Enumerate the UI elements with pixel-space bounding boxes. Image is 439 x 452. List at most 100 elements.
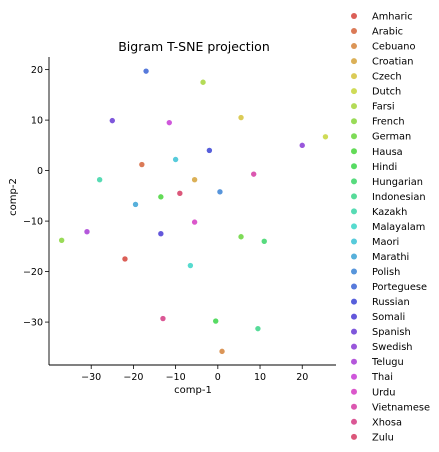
legend-marker <box>351 388 357 395</box>
legend-label: Hindi <box>372 162 397 173</box>
x-tick-label: −30 <box>81 372 101 383</box>
point-german <box>237 233 245 241</box>
point-spanish <box>109 117 116 124</box>
point-arabic <box>138 161 146 168</box>
legend-marker <box>351 88 357 95</box>
point-amharic <box>121 255 129 263</box>
point-kazakh <box>96 176 103 183</box>
legend-label: Zulu <box>372 432 394 443</box>
point-swedish <box>298 142 306 149</box>
y-tick-label: −20 <box>23 267 43 278</box>
point-thai <box>165 119 173 126</box>
legend-label: Amharic <box>372 12 413 23</box>
legend-label: Farsi <box>372 102 395 113</box>
point-indonesian <box>254 325 262 332</box>
legend-label: Cebuano <box>372 42 416 53</box>
legend-marker <box>351 28 357 35</box>
point-maori <box>172 156 179 163</box>
y-tick-label: 20 <box>31 65 43 76</box>
point-dutch <box>322 133 329 141</box>
point-zulu <box>176 190 184 197</box>
point-polish <box>216 188 224 196</box>
y-tick-label: 10 <box>31 116 43 127</box>
legend-label: Kazakh <box>372 207 407 218</box>
legend-marker <box>351 403 357 410</box>
legend-label: Thai <box>371 372 393 383</box>
legend-label: German <box>372 132 411 143</box>
legend-marker <box>351 358 357 365</box>
legend-label: Xhosa <box>372 417 402 428</box>
legend-label: Czech <box>372 72 402 83</box>
legend-marker <box>351 223 357 230</box>
x-tick-label: 20 <box>296 372 308 383</box>
legend-label: Dutch <box>372 87 401 98</box>
y-axis-ticks: 20 10 0 −10 −20 −30 <box>23 65 49 329</box>
legend-label: Hungarian <box>372 177 423 188</box>
legend: Amharic Arabic Cebuano Croatian Czech Dutch Fa… <box>351 12 430 443</box>
legend-label: Telugu <box>371 357 404 368</box>
legend-label: Marathi <box>372 252 409 263</box>
legend-marker <box>351 268 357 275</box>
legend-label: Vietnamese <box>372 402 430 413</box>
legend-marker <box>351 418 357 425</box>
point-russian <box>206 147 213 154</box>
y-tick-label: −30 <box>23 318 43 329</box>
point-xhosa <box>159 315 167 322</box>
legend-label: Hausa <box>372 147 403 158</box>
legend-label: Porteguese <box>372 282 427 293</box>
point-porteguese <box>142 67 150 75</box>
point-croatian <box>191 176 198 183</box>
legend-marker <box>351 73 357 80</box>
legend-label: Polish <box>372 267 400 278</box>
plot-axes <box>48 57 336 366</box>
chart-title: Bigram T-SNE projection <box>118 39 270 54</box>
point-farsi <box>199 78 207 86</box>
legend-marker <box>351 58 357 65</box>
point-malayalam <box>187 262 194 269</box>
legend-marker <box>351 118 357 125</box>
legend-marker <box>351 373 357 380</box>
legend-label: Swedish <box>372 342 413 353</box>
point-telugu <box>83 228 91 236</box>
legend-marker <box>351 298 357 305</box>
legend-marker <box>351 103 357 110</box>
legend-marker <box>351 43 357 50</box>
point-cebuano <box>218 348 226 355</box>
legend-marker <box>351 178 357 185</box>
x-tick-label: −10 <box>166 372 186 383</box>
legend-marker <box>351 208 357 215</box>
point-marathi <box>132 201 139 208</box>
legend-label: Croatian <box>372 57 413 68</box>
x-axis-label: comp-1 <box>174 385 212 396</box>
legend-marker <box>351 283 357 290</box>
point-vietnamese <box>250 170 257 178</box>
legend-marker <box>351 163 357 170</box>
y-tick-label: 0 <box>37 166 43 177</box>
y-tick-label: −10 <box>23 217 43 228</box>
legend-label: Malayalam <box>372 222 425 233</box>
legend-marker <box>351 343 357 350</box>
legend-marker <box>351 313 357 320</box>
legend-marker <box>351 193 357 200</box>
legend-label: Somali <box>372 312 405 323</box>
legend-marker <box>351 13 357 19</box>
point-hindi <box>212 317 220 325</box>
legend-marker <box>351 253 357 260</box>
data-points <box>58 67 329 355</box>
legend-marker <box>351 133 357 140</box>
point-somali <box>157 230 165 238</box>
y-axis-label: comp-2 <box>8 178 19 216</box>
x-tick-label: 0 <box>215 372 221 383</box>
point-czech <box>237 114 245 121</box>
point-french <box>58 236 65 244</box>
point-urdu <box>191 218 198 226</box>
point-hungarian <box>260 237 268 245</box>
legend-label: Arabic <box>372 27 403 38</box>
legend-label: French <box>372 117 405 128</box>
legend-label: Maori <box>372 237 399 248</box>
legend-marker <box>351 328 357 335</box>
point-hausa <box>157 193 165 201</box>
x-axis-ticks: −30 −20 −10 0 10 20 <box>81 365 308 383</box>
x-tick-label: −20 <box>123 372 143 383</box>
